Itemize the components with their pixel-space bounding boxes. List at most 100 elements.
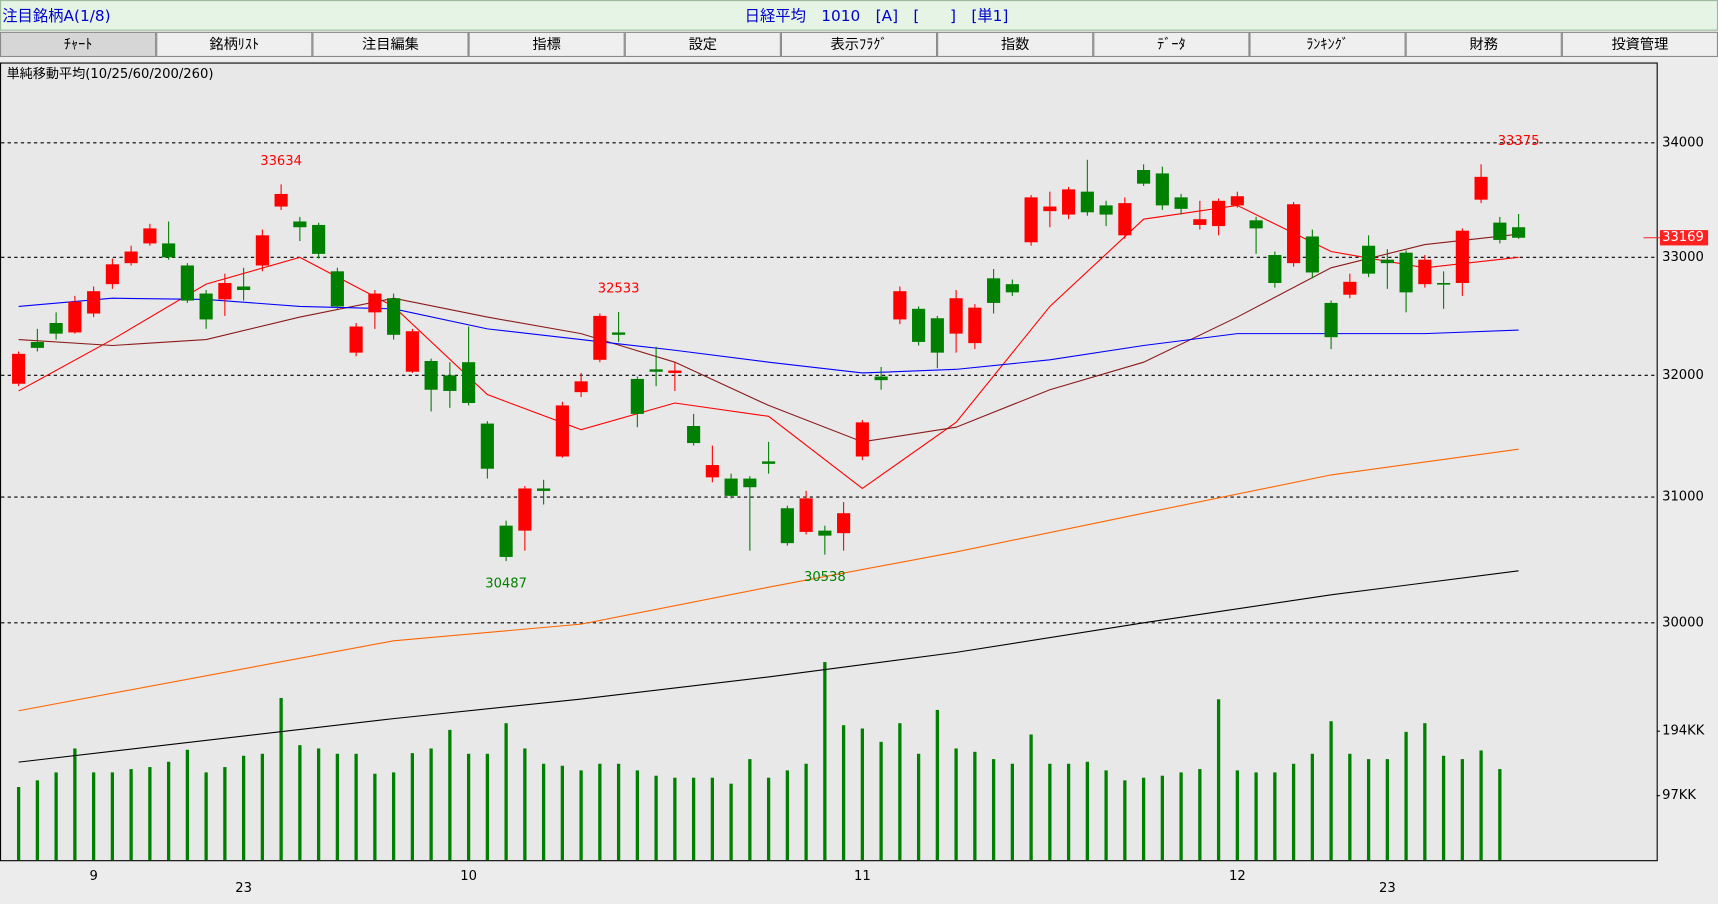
tab-label[interactable]: 表示ﾌﾗｸﾞ (831, 36, 888, 53)
candle-body (1099, 205, 1113, 215)
y2-tick-label: 97KK (1662, 788, 1696, 803)
candle-body (1043, 206, 1057, 212)
volume-bar (785, 770, 790, 861)
candle-body (930, 318, 944, 353)
volume-bar (1066, 763, 1071, 861)
plot-area (0, 62, 1658, 862)
tab[interactable] (937, 31, 1094, 58)
candle-body (237, 286, 251, 291)
tab[interactable] (780, 31, 938, 58)
tab[interactable] (624, 31, 781, 58)
volume-bar (1198, 769, 1202, 861)
volume-bar (1404, 731, 1408, 861)
volume-bar (635, 770, 640, 861)
candle-body (199, 293, 213, 320)
volume-bar (579, 770, 583, 861)
moving-average-line (18, 448, 1519, 712)
candle-body (687, 426, 701, 444)
candle-body (537, 488, 551, 491)
volume-bar (448, 729, 452, 861)
volume-bar (1123, 780, 1127, 861)
candle-body (1418, 259, 1432, 285)
volume-bar (748, 759, 752, 861)
candle-body (855, 422, 869, 457)
candle-body (480, 423, 494, 469)
tab[interactable] (312, 31, 469, 58)
tab[interactable] (156, 31, 313, 58)
x-tick-label: 9 (89, 869, 97, 884)
volume-bar (166, 761, 171, 861)
volume-bar (598, 763, 602, 861)
candle-body (68, 301, 82, 333)
candle-body (1287, 204, 1301, 264)
x-tick-label: 10 (460, 869, 477, 884)
volume-bar (1235, 770, 1239, 861)
volume-bar (260, 753, 265, 861)
candle-body (912, 308, 926, 342)
candle-body (1380, 259, 1394, 264)
volume-bar (991, 759, 996, 861)
tab-label[interactable]: ﾃﾞｰﾀ (1157, 36, 1185, 53)
moving-average-line (18, 233, 1519, 443)
volume-bar (279, 697, 283, 861)
volume-bar (73, 748, 77, 861)
y-tick-label: 30000 (1662, 615, 1704, 630)
candle-body (1137, 170, 1151, 184)
volume-bar (729, 783, 733, 861)
tab-label[interactable]: 注目編集 (362, 36, 419, 53)
tab-label[interactable]: 財務 (1469, 36, 1497, 53)
candle-body (1343, 281, 1357, 295)
tab-label[interactable]: ﾁｬｰﾄ (64, 37, 92, 53)
volume-bar (898, 723, 902, 861)
tab[interactable] (1561, 31, 1718, 58)
candle-body (743, 478, 757, 488)
candle-body (499, 525, 513, 557)
plot: 30000 31000 32000 33000 34000 97KK 194KK 9 10 11 1… (1, 134, 1709, 896)
tab[interactable] (0, 31, 157, 58)
candle-body (705, 465, 719, 478)
candle-body (762, 461, 776, 464)
x-tick-label: 11 (854, 869, 871, 884)
volume-bar (1029, 734, 1033, 861)
candle-body (949, 298, 963, 334)
volume-bar (35, 780, 40, 861)
tab[interactable] (1405, 31, 1562, 58)
candle-body (574, 381, 588, 393)
candle-body (893, 291, 907, 320)
tab-label[interactable]: 設定 (689, 36, 717, 53)
candle-body (1062, 189, 1076, 215)
tab[interactable] (468, 31, 625, 58)
candle-body (424, 360, 438, 390)
candle-body (987, 278, 1001, 303)
candle-body (1230, 196, 1244, 206)
volume-bar (316, 748, 321, 861)
candle-body (874, 376, 888, 381)
candle-body (518, 488, 532, 531)
volume-bar (410, 753, 415, 861)
volume-bar (1498, 769, 1502, 861)
tab[interactable] (1093, 31, 1250, 58)
y-tick-label: 34000 (1662, 135, 1704, 150)
candle-body (612, 332, 626, 335)
volume-bar (54, 772, 58, 861)
candle-body (1474, 176, 1488, 200)
tab-label[interactable]: 投資管理 (1611, 36, 1668, 53)
candle-body (387, 298, 401, 335)
volume-bar (148, 767, 152, 861)
tab-label[interactable]: 銘柄ﾘｽﾄ (209, 36, 259, 53)
volume-bar (298, 745, 302, 861)
candle-body (1080, 191, 1094, 213)
volume-bar (354, 753, 358, 861)
volume-bar (485, 753, 490, 861)
candle-body (405, 331, 419, 372)
candle-body (1324, 302, 1338, 338)
tab-label[interactable]: ﾗﾝｷﾝｸﾞ (1306, 36, 1349, 53)
volume-bar (223, 767, 227, 861)
candle-body (1268, 255, 1282, 283)
tab-label[interactable]: 指数 (1001, 36, 1029, 53)
tab[interactable] (1249, 31, 1406, 58)
tab-label[interactable]: 指標 (532, 36, 560, 53)
moving-average-line (18, 570, 1519, 763)
last-price-box (1659, 230, 1709, 246)
